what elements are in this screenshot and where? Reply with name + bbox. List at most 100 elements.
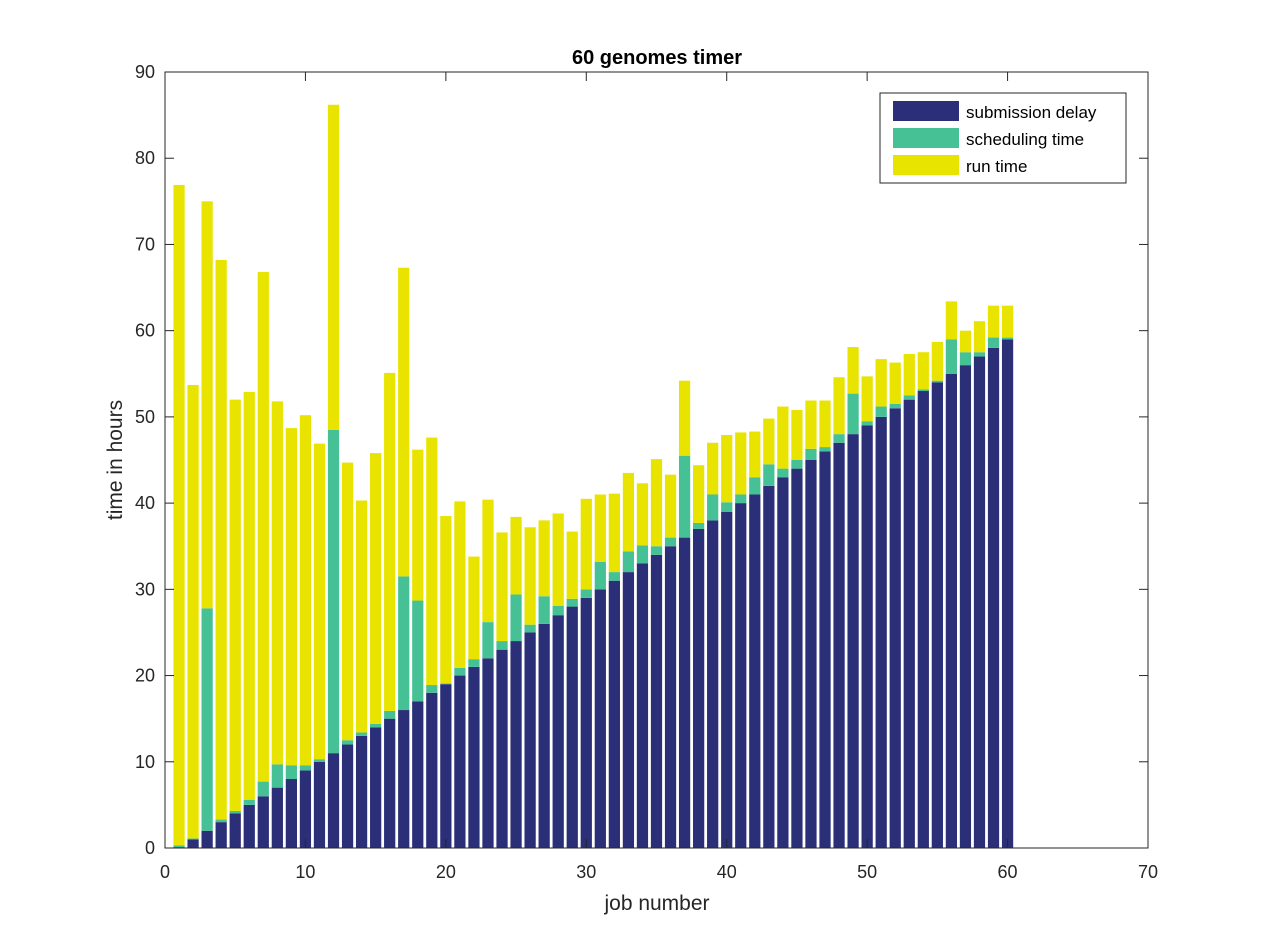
bar-scheduling-time-job-18 [412, 600, 424, 702]
bar-scheduling-time-job-48 [833, 434, 845, 443]
bars-group [173, 104, 1014, 848]
y-tick-label-50: 50 [135, 407, 155, 427]
bar-submission-delay-job-55 [931, 382, 943, 848]
y-tick-label-20: 20 [135, 666, 155, 686]
bar-scheduling-time-job-55 [931, 380, 943, 383]
bar-submission-delay-job-41 [735, 503, 747, 848]
bar-run-time-job-16 [384, 372, 396, 711]
bar-scheduling-time-job-14 [355, 732, 368, 736]
bar-scheduling-time-job-22 [468, 659, 480, 667]
bar-run-time-job-9 [285, 428, 297, 766]
bar-submission-delay-job-34 [636, 563, 649, 848]
y-tick-label-10: 10 [135, 752, 155, 772]
bar-scheduling-time-job-3 [201, 608, 213, 831]
bar-run-time-job-33 [622, 472, 635, 552]
bar-submission-delay-job-25 [510, 641, 522, 848]
x-tick-label-50: 50 [857, 862, 877, 882]
bar-submission-delay-job-13 [341, 744, 354, 848]
bar-scheduling-time-job-41 [735, 494, 747, 504]
bar-run-time-job-52 [889, 362, 901, 404]
bar-scheduling-time-job-52 [889, 403, 901, 409]
bar-submission-delay-job-20 [440, 684, 452, 848]
bar-scheduling-time-job-25 [510, 594, 522, 642]
bar-run-time-job-18 [412, 449, 424, 601]
x-axis: 0 10 20 30 40 50 60 70 [160, 72, 1158, 882]
bar-submission-delay-job-30 [580, 597, 592, 848]
bar-scheduling-time-job-1 [173, 845, 185, 848]
bar-scheduling-time-job-10 [299, 765, 312, 771]
x-tick-label-10: 10 [295, 862, 315, 882]
bar-submission-delay-job-33 [622, 572, 635, 848]
bar-run-time-job-60 [1001, 305, 1014, 338]
bar-scheduling-time-job-49 [847, 393, 859, 435]
bar-run-time-job-51 [875, 359, 887, 407]
bar-scheduling-time-job-42 [749, 477, 761, 495]
bar-scheduling-time-job-44 [777, 468, 789, 478]
bar-run-time-job-36 [664, 474, 677, 538]
bar-run-time-job-11 [313, 443, 326, 760]
bar-submission-delay-job-22 [468, 666, 480, 848]
bar-scheduling-time-job-46 [805, 448, 817, 460]
bar-submission-delay-job-58 [973, 356, 986, 848]
bar-scheduling-time-job-26 [524, 624, 536, 633]
bar-scheduling-time-job-35 [650, 546, 663, 555]
bar-submission-delay-job-51 [875, 416, 887, 848]
bar-run-time-job-59 [987, 305, 1000, 338]
bar-run-time-job-34 [636, 483, 649, 546]
bar-run-time-job-15 [370, 453, 382, 724]
x-tick-label-20: 20 [436, 862, 456, 882]
bar-submission-delay-job-10 [299, 770, 312, 848]
bar-run-time-job-53 [903, 353, 915, 396]
y-tick-label-30: 30 [135, 579, 155, 599]
legend-swatch-submission-delay [893, 101, 959, 121]
bar-scheduling-time-job-28 [552, 605, 564, 616]
legend-label-submission-delay: submission delay [966, 103, 1097, 122]
bar-scheduling-time-job-37 [678, 455, 691, 538]
bar-run-time-job-38 [693, 465, 705, 523]
bar-submission-delay-job-17 [398, 710, 410, 848]
bar-run-time-job-12 [327, 104, 340, 430]
bar-submission-delay-job-29 [566, 606, 578, 848]
bar-submission-delay-job-56 [945, 373, 958, 848]
bar-run-time-job-54 [917, 352, 929, 390]
bar-run-time-job-40 [721, 435, 733, 503]
bar-submission-delay-job-35 [650, 554, 663, 848]
bar-scheduling-time-job-21 [454, 667, 466, 676]
bar-scheduling-time-job-4 [215, 819, 227, 823]
bar-scheduling-time-job-27 [538, 596, 550, 624]
bar-run-time-job-56 [945, 301, 958, 340]
bar-submission-delay-job-49 [847, 434, 859, 848]
bar-scheduling-time-job-11 [313, 759, 326, 762]
bar-submission-delay-job-32 [608, 580, 620, 848]
bar-submission-delay-job-8 [271, 787, 283, 848]
bar-scheduling-time-job-43 [763, 464, 775, 486]
y-tick-label-90: 90 [135, 62, 155, 82]
bar-scheduling-time-job-39 [707, 494, 719, 521]
bar-scheduling-time-job-12 [327, 429, 340, 754]
bar-run-time-job-48 [833, 377, 845, 435]
plot-frame [164, 71, 1149, 849]
bar-submission-delay-job-37 [678, 537, 691, 848]
bar-scheduling-time-job-16 [384, 710, 396, 719]
bar-submission-delay-job-47 [819, 451, 831, 848]
bar-run-time-job-4 [215, 259, 227, 820]
bar-scheduling-time-job-13 [341, 740, 354, 745]
bar-scheduling-time-job-59 [987, 337, 1000, 348]
bar-run-time-job-43 [763, 418, 775, 465]
legend-swatch-run-time [893, 155, 959, 175]
bar-run-time-job-42 [749, 431, 761, 478]
bar-submission-delay-job-40 [721, 511, 733, 848]
bar-run-time-job-30 [580, 498, 592, 590]
bar-submission-delay-job-24 [496, 649, 508, 848]
bar-submission-delay-job-50 [861, 425, 873, 848]
bar-scheduling-time-job-8 [271, 764, 283, 788]
bar-submission-delay-job-59 [987, 347, 1000, 848]
bar-run-time-job-24 [496, 532, 508, 642]
bar-submission-delay-job-39 [707, 520, 719, 848]
x-tick-label-40: 40 [717, 862, 737, 882]
bar-submission-delay-job-45 [791, 468, 803, 848]
bar-scheduling-time-job-34 [636, 545, 649, 564]
bar-submission-delay-job-21 [454, 675, 466, 848]
bar-run-time-job-50 [861, 376, 873, 422]
